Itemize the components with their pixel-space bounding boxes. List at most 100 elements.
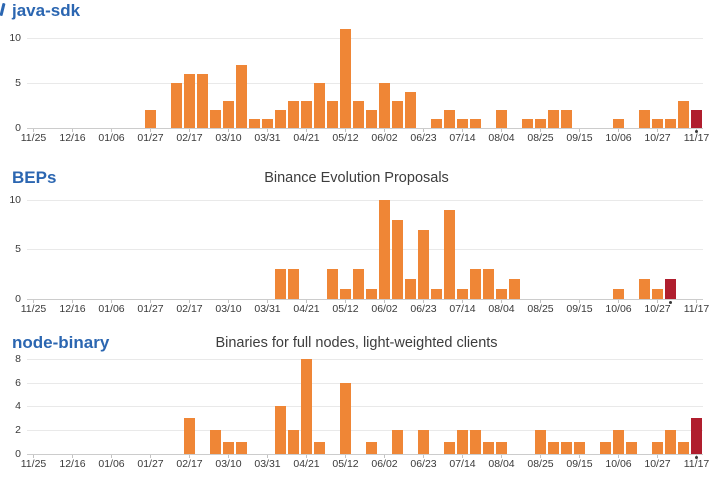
x-tick-mark [111, 300, 112, 303]
x-tick-mark [579, 300, 580, 303]
bar-plot-node-binary: 0 2 4 6 8 [15, 354, 703, 459]
bar [340, 289, 351, 299]
bar [652, 289, 663, 299]
x-tick-mark [72, 455, 73, 458]
x-tick-label: 03/31 [254, 303, 281, 315]
x-tick-label: 05/12 [332, 303, 359, 315]
bar [210, 110, 221, 128]
x-axis-java-sdk: 11/25 12/16 01/06 01/27 02/17 03/10 03/31 04/21… [21, 129, 709, 145]
x-tick-label: 01/06 [98, 303, 125, 315]
bar [340, 29, 351, 128]
bar [535, 430, 546, 454]
x-tick-label: 05/12 [332, 458, 359, 470]
x-tick-mark [33, 300, 34, 303]
x-tick-label: 01/06 [98, 458, 125, 470]
repo-subtitle-node-binary: Binaries for full nodes, light-weighted … [215, 335, 498, 351]
bar [457, 289, 468, 299]
gridline [27, 430, 703, 432]
bar [340, 383, 351, 454]
x-tick-mark [150, 300, 151, 303]
x-tick-mark [33, 455, 34, 458]
y-tick-label: 10 [9, 31, 21, 44]
bar [327, 269, 338, 299]
x-tick-mark [618, 300, 619, 303]
y-tick-label: 8 [15, 352, 21, 365]
bar [405, 279, 416, 299]
x-tick-label: 08/04 [488, 132, 515, 144]
x-tick-mark [111, 455, 112, 458]
x-tick-label: 10/06 [605, 132, 632, 144]
y-tick-label: 4 [15, 400, 21, 413]
bar [548, 442, 559, 454]
bar [379, 200, 390, 299]
bar [496, 442, 507, 454]
x-tick-mark [462, 455, 463, 458]
bar [470, 269, 481, 299]
x-tick-mark [462, 300, 463, 303]
bar [301, 359, 312, 454]
x-tick-label: 07/14 [449, 132, 476, 144]
bar [665, 430, 676, 454]
x-tick-label: 09/15 [566, 303, 593, 315]
bar [496, 110, 507, 128]
bar [327, 101, 338, 128]
x-tick-mark [306, 455, 307, 458]
repo-title-node-binary[interactable]: node-binary [12, 333, 110, 352]
bar [314, 83, 325, 128]
x-tick-mark [306, 129, 307, 132]
y-tick-label: 2 [15, 424, 21, 437]
bar [249, 119, 260, 128]
current-week-marker-dot [669, 301, 672, 304]
bar [470, 430, 481, 454]
bar [665, 119, 676, 128]
bar [457, 430, 468, 454]
bar [483, 269, 494, 299]
bar [418, 230, 429, 299]
x-tick-label: 12/16 [59, 303, 86, 315]
x-tick-label: 09/15 [566, 458, 593, 470]
gridline [27, 249, 703, 251]
bar [379, 83, 390, 128]
bar [392, 101, 403, 128]
x-tick-mark [579, 129, 580, 132]
x-tick-label: 04/21 [293, 132, 320, 144]
x-tick-mark [111, 129, 112, 132]
x-tick-label: 10/27 [644, 458, 671, 470]
bar [639, 279, 650, 299]
chart-header: node-binary Binaries for full nodes, lig… [0, 332, 713, 354]
x-tick-label: 01/27 [137, 132, 164, 144]
bar [444, 110, 455, 128]
bar [509, 279, 520, 299]
x-tick-label: 08/25 [527, 303, 554, 315]
chart-header: BEPs Binance Evolution Proposals [0, 167, 713, 195]
y-tick-label: 10 [9, 193, 21, 206]
bar [431, 289, 442, 299]
x-tick-label: 06/02 [371, 132, 398, 144]
bar [353, 101, 364, 128]
x-tick-mark [150, 129, 151, 132]
x-tick-label: 03/10 [215, 458, 242, 470]
repo-title-beps[interactable]: BEPs [12, 168, 57, 187]
gridline [27, 37, 703, 39]
x-tick-label: 12/16 [59, 458, 86, 470]
bar [522, 119, 533, 128]
bar [275, 406, 286, 454]
current-week-marker-dot [695, 130, 698, 133]
x-tick-mark [423, 455, 424, 458]
bar [314, 442, 325, 454]
repo-title-java-sdk[interactable]: java-sdk [12, 1, 81, 20]
x-tick-label: 06/23 [410, 458, 437, 470]
x-tick-label: 03/31 [254, 132, 281, 144]
bar [613, 119, 624, 128]
x-tick-mark [501, 455, 502, 458]
x-tick-mark [540, 300, 541, 303]
current-week-marker-dot [695, 456, 698, 459]
bar-current-week [691, 110, 702, 128]
y-tick-label: 0 [15, 293, 21, 305]
x-tick-label: 09/15 [566, 132, 593, 144]
bar-current-week [691, 418, 702, 454]
y-tick-label: 5 [15, 243, 21, 256]
bar [574, 442, 585, 454]
bar [288, 269, 299, 299]
